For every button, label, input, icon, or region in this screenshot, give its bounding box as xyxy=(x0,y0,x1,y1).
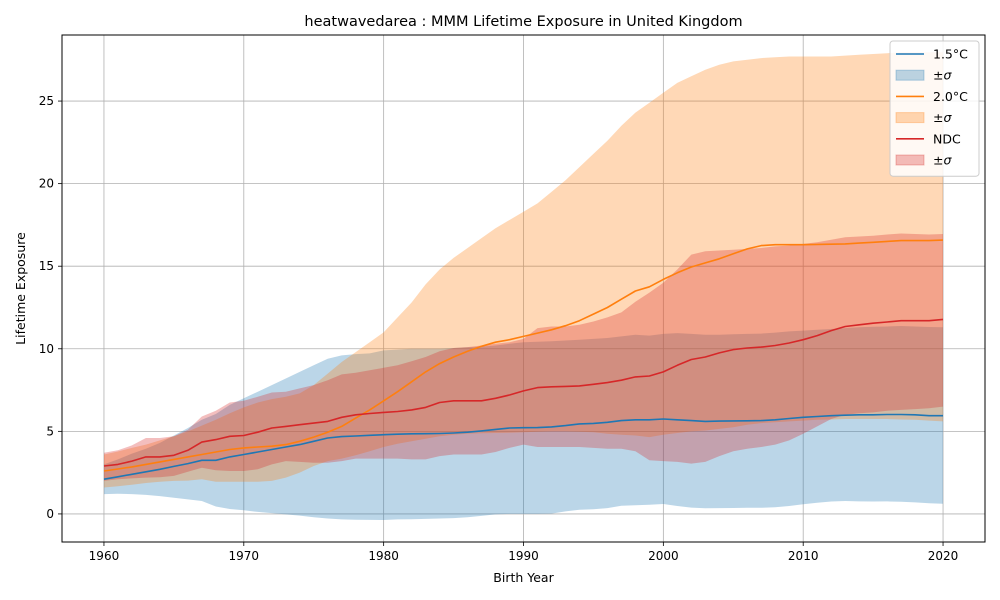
y-tick-label: 25 xyxy=(39,94,54,108)
chart-title: heatwavedarea : MMM Lifetime Exposure in… xyxy=(304,14,742,30)
x-tick-label: 1970 xyxy=(229,549,260,563)
mean-lines xyxy=(103,239,944,480)
band-ndc xyxy=(104,233,943,481)
x-tick-label: 2010 xyxy=(788,549,819,563)
line-1-5-c xyxy=(103,413,943,480)
band-2-0-c xyxy=(104,52,943,488)
y-tick-label: 15 xyxy=(39,259,54,273)
y-tick-label: 10 xyxy=(39,342,54,356)
x-tick-label: 2000 xyxy=(648,549,679,563)
axis-ticks: 1960 1970 1980 1990 2000 2010 2020 0 5 10 15 20 25 xyxy=(39,94,959,563)
x-axis-label: Birth Year xyxy=(493,570,554,585)
y-tick-label: 5 xyxy=(46,424,54,438)
x-tick-label: 1990 xyxy=(508,549,539,563)
legend-swatch-band-ndc xyxy=(895,154,925,166)
legend-label-ndc: NDC xyxy=(933,131,961,146)
y-tick-label: 0 xyxy=(46,507,54,521)
x-tick-label: 2020 xyxy=(928,549,959,563)
legend-swatch-band-2-0-c xyxy=(895,112,925,124)
uncertainty-bands xyxy=(104,52,943,520)
line-ndc xyxy=(103,318,944,467)
x-tick-label: 1960 xyxy=(89,549,120,563)
legend-swatch-band-1-5-c xyxy=(895,69,925,81)
x-tick-label: 1980 xyxy=(368,549,399,563)
y-tick-label: 20 xyxy=(39,177,54,191)
legend-label-band-1-5-c: ±σ xyxy=(933,68,952,83)
band-1-5-c xyxy=(104,326,943,520)
grid xyxy=(62,35,985,542)
legend: 1.5°C ±σ 2.0°C ±σ NDC ±σ xyxy=(889,40,980,177)
legend-label-1-5-c: 1.5°C xyxy=(933,47,968,62)
legend-box xyxy=(889,40,980,177)
legend-label-band-2-0-c: ±σ xyxy=(933,110,952,125)
legend-label-band-ndc: ±σ xyxy=(933,153,952,168)
legend-label-2-0-c: 2.0°C xyxy=(933,89,968,104)
y-axis-label: Lifetime Exposure xyxy=(13,232,28,345)
line-2-0-c xyxy=(103,239,944,472)
